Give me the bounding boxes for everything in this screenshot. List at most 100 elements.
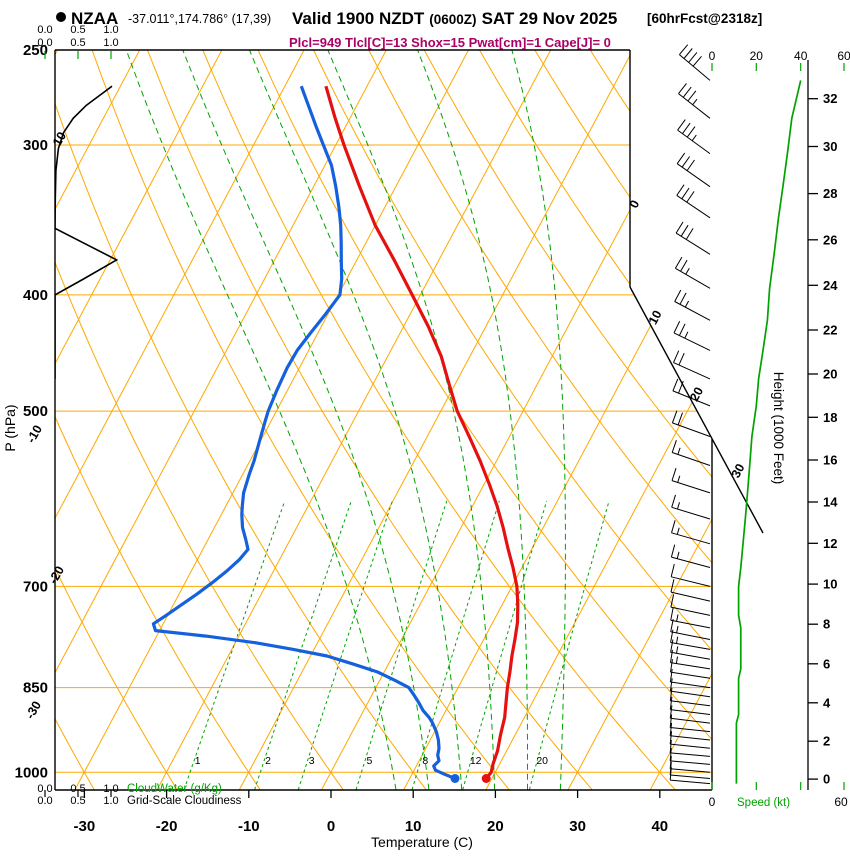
pressure-tick-label: 850 [23, 680, 48, 697]
wind-barb [670, 607, 711, 629]
wind-barb [669, 696, 711, 715]
dry-adiabat-line [202, 50, 676, 790]
wind-barb [670, 649, 711, 670]
wind-barb [676, 152, 711, 188]
wind-barb [669, 747, 711, 765]
wind-barb [670, 544, 711, 568]
height-tick-label: 6 [823, 656, 830, 671]
wind-barb [669, 678, 711, 698]
dry-adiabat-line [55, 50, 261, 790]
wind-barb [669, 687, 711, 707]
isotherm-line [55, 50, 223, 790]
pressure-tick-label: 400 [23, 287, 48, 304]
cloudiness-curve [55, 85, 119, 379]
sounding-profiles [55, 85, 520, 783]
pressure-tick-label: 250 [23, 42, 48, 59]
temperature-tick-label: 0 [327, 818, 335, 835]
mixing-ratio-label: 8 [422, 755, 428, 767]
mixing-ratio-label: 1 [195, 755, 201, 767]
height-tick-label: 14 [823, 495, 838, 510]
wind-barb [671, 410, 711, 437]
dry-adiabat-line [645, 50, 712, 790]
moist-adiabat-line [182, 50, 430, 790]
wind-barb [671, 520, 711, 545]
temperature-curve [324, 85, 520, 780]
pressure-axis-label: P (hPa) [2, 404, 18, 451]
height-tick-label: 24 [823, 278, 838, 293]
mixing-ratio-label: 12 [470, 755, 482, 767]
height-tick-label: 32 [823, 91, 837, 106]
temperature-tick-label: 40 [651, 818, 668, 835]
station-bullet-icon [56, 12, 66, 22]
temperature-tick-label: -30 [74, 818, 96, 835]
station-id: NZAA [71, 9, 118, 28]
moist-adiabat-line [125, 50, 397, 790]
moist-adiabat-line [327, 50, 496, 790]
temperature-axis-label: Temperature (C) [371, 834, 473, 850]
dry-adiabat-line [589, 50, 712, 790]
wind-barb [677, 119, 711, 155]
cloudwater-scale-top-label: 0.0 [37, 24, 52, 36]
dry-adiabat-line [147, 50, 593, 790]
frame-line [629, 286, 764, 534]
wind-barb [675, 221, 711, 255]
dry-adiabat-edge-label: 10 [50, 129, 69, 148]
plot-frame [54, 49, 764, 791]
wind-barb [669, 731, 711, 749]
surface-dewpoint-dot [450, 774, 460, 783]
mixing-ratio-label: 20 [536, 755, 548, 767]
dry-adiabat-line [91, 50, 510, 790]
wind-barb [671, 440, 711, 466]
wind-barb [673, 320, 711, 351]
wind-barb [669, 722, 711, 741]
isotherm-line [55, 50, 305, 790]
isotherm-line [238, 50, 634, 790]
isotherm-line [567, 50, 712, 790]
pressure-tick-label: 1000 [15, 764, 48, 781]
wind-speed-curve [735, 80, 802, 784]
pressure-tick-label: 700 [23, 578, 48, 595]
isotherm-line [55, 50, 141, 790]
wind-barb [669, 739, 711, 757]
isotherm-line [403, 50, 712, 790]
valid-date: SAT 29 Nov 2025 [482, 9, 618, 28]
mixing-ratio-label: 2 [265, 755, 271, 767]
speed-scale-top-label: 0 [709, 49, 716, 63]
valid-prefix: Valid 1900 NZDT [292, 9, 425, 28]
temperature-tick-label: -10 [238, 818, 260, 835]
wind-barb [669, 669, 711, 689]
wind-barb [669, 705, 711, 724]
height-tick-label: 20 [823, 367, 837, 382]
valid-time: Valid 1900 NZDT (0600Z) SAT 29 Nov 2025 [292, 9, 617, 28]
station-coords: -37.011°,174.786° (17,39) [128, 12, 271, 26]
height-tick-label: 8 [823, 617, 830, 632]
cloudwater-scale-top-label: 0.5 [70, 24, 85, 36]
mixing-ratio-label: 3 [309, 755, 315, 767]
forecast-tag: [60hrFcst@2318z] [647, 11, 762, 26]
dry-adiabat-line [313, 50, 712, 790]
cloudwater-scale-bottom-label: 1.0 [103, 783, 118, 795]
static-labels: NZAA -37.011°,174.786° (17,39) Valid 190… [2, 9, 790, 850]
mixing-ratio-label: 5 [366, 755, 372, 767]
height-tick-label: 28 [823, 186, 837, 201]
wind-barb [672, 378, 711, 407]
cloudiness-legend: Grid-Scale Cloudiness [127, 795, 242, 807]
wind-barb [670, 629, 711, 650]
isotherm-edge-label: 30 [729, 461, 748, 480]
wind-barb [670, 594, 711, 616]
surface-temperature-dot [481, 774, 491, 783]
dry-adiabat-line [257, 50, 712, 790]
cloudwater-scale-top-label: 1.0 [103, 24, 118, 36]
height-tick-label: 10 [823, 577, 837, 592]
height-tick-label: 26 [823, 232, 837, 247]
isotherm-line [485, 50, 712, 790]
height-tick-label: 12 [823, 536, 837, 551]
dry-adiabat-line [55, 50, 178, 790]
height-tick-label: 22 [823, 323, 837, 338]
temperature-tick-label: 20 [487, 818, 504, 835]
isotherm-line [74, 50, 469, 790]
wind-column [669, 44, 802, 785]
cloudiness-scale-bottom-label: 0.5 [70, 795, 85, 807]
pressure-tick-label: 500 [23, 403, 48, 420]
